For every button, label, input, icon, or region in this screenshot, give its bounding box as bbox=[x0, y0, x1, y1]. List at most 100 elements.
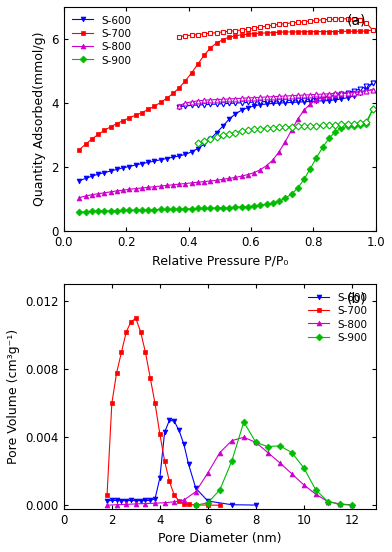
S-800 bbox=[239, 173, 244, 179]
S-700 bbox=[158, 99, 163, 106]
S-600 bbox=[283, 99, 288, 106]
S-700 bbox=[143, 349, 148, 355]
S-900 bbox=[194, 502, 198, 508]
S-900 bbox=[90, 208, 94, 215]
S-900 bbox=[289, 191, 294, 198]
S-600 bbox=[252, 103, 256, 109]
S-600 bbox=[327, 97, 331, 104]
S-600 bbox=[177, 153, 181, 160]
S-900 bbox=[345, 123, 350, 130]
Y-axis label: Quantity Adsorbed(mmol/g): Quantity Adsorbed(mmol/g) bbox=[33, 32, 46, 206]
S-800 bbox=[114, 188, 119, 194]
S-700 bbox=[258, 30, 263, 36]
S-600 bbox=[162, 429, 167, 436]
S-600 bbox=[158, 156, 163, 163]
S-800 bbox=[114, 501, 119, 508]
S-600 bbox=[134, 497, 138, 504]
S-900 bbox=[96, 208, 100, 214]
Line: S-800: S-800 bbox=[105, 435, 354, 508]
S-900 bbox=[108, 208, 113, 214]
S-900 bbox=[320, 144, 325, 151]
S-600 bbox=[358, 90, 363, 97]
S-600 bbox=[264, 100, 269, 107]
S-900 bbox=[152, 206, 157, 213]
S-800 bbox=[172, 498, 176, 505]
S-900 bbox=[171, 206, 175, 213]
S-900 bbox=[218, 487, 222, 493]
S-800 bbox=[352, 89, 356, 96]
S-700 bbox=[221, 36, 225, 43]
S-900 bbox=[158, 206, 163, 213]
S-700 bbox=[352, 28, 356, 35]
S-800 bbox=[327, 93, 331, 99]
S-600 bbox=[239, 107, 244, 114]
S-600 bbox=[143, 497, 148, 504]
S-800 bbox=[158, 183, 163, 189]
S-700 bbox=[270, 29, 275, 36]
S-800 bbox=[258, 166, 263, 173]
S-900 bbox=[189, 205, 194, 212]
S-900 bbox=[270, 200, 275, 206]
Line: S-900: S-900 bbox=[77, 107, 375, 215]
S-700 bbox=[152, 103, 157, 110]
S-900 bbox=[227, 204, 232, 211]
S-700 bbox=[186, 501, 191, 508]
S-800 bbox=[277, 148, 281, 155]
S-800 bbox=[108, 189, 113, 195]
S-700 bbox=[102, 127, 107, 134]
S-700 bbox=[277, 29, 281, 35]
S-900 bbox=[358, 121, 363, 128]
S-600 bbox=[177, 427, 181, 434]
S-700 bbox=[202, 52, 207, 59]
S-600 bbox=[189, 148, 194, 155]
S-600 bbox=[146, 159, 151, 166]
S-600 bbox=[129, 497, 133, 504]
S-600 bbox=[167, 417, 172, 423]
S-700 bbox=[233, 33, 238, 39]
S-600 bbox=[308, 98, 312, 105]
S-600 bbox=[205, 498, 210, 505]
S-800 bbox=[252, 169, 256, 176]
S-800 bbox=[124, 501, 129, 508]
Line: S-700: S-700 bbox=[105, 316, 222, 508]
S-900 bbox=[127, 207, 132, 214]
Legend: S-600, S-700, S-800, S-900: S-600, S-700, S-800, S-900 bbox=[305, 290, 370, 346]
S-700 bbox=[320, 28, 325, 35]
S-700 bbox=[308, 28, 312, 35]
S-700 bbox=[164, 95, 169, 102]
S-800 bbox=[102, 189, 107, 196]
S-900 bbox=[339, 125, 344, 131]
Text: (a): (a) bbox=[347, 14, 367, 28]
S-800 bbox=[308, 100, 312, 107]
S-900 bbox=[278, 443, 282, 449]
S-900 bbox=[370, 106, 375, 113]
S-900 bbox=[183, 205, 188, 212]
S-600 bbox=[196, 145, 200, 152]
S-900 bbox=[296, 185, 300, 192]
S-900 bbox=[314, 154, 319, 161]
S-600 bbox=[171, 154, 175, 161]
S-900 bbox=[164, 206, 169, 213]
S-700 bbox=[333, 28, 338, 35]
S-700 bbox=[227, 34, 232, 40]
S-700 bbox=[105, 492, 109, 498]
S-900 bbox=[252, 203, 256, 209]
S-800 bbox=[127, 186, 132, 193]
S-900 bbox=[229, 458, 234, 464]
S-700 bbox=[189, 70, 194, 76]
S-600 bbox=[258, 102, 263, 108]
S-600 bbox=[121, 164, 125, 171]
S-700 bbox=[218, 502, 222, 508]
S-800 bbox=[345, 90, 350, 97]
S-900 bbox=[121, 207, 125, 214]
S-700 bbox=[345, 28, 350, 35]
S-700 bbox=[370, 26, 375, 33]
S-600 bbox=[202, 141, 207, 147]
S-900 bbox=[133, 207, 138, 214]
S-700 bbox=[148, 374, 152, 381]
S-600 bbox=[83, 175, 88, 182]
S-700 bbox=[364, 28, 369, 34]
S-700 bbox=[146, 106, 151, 113]
S-800 bbox=[264, 162, 269, 169]
S-600 bbox=[152, 496, 157, 502]
